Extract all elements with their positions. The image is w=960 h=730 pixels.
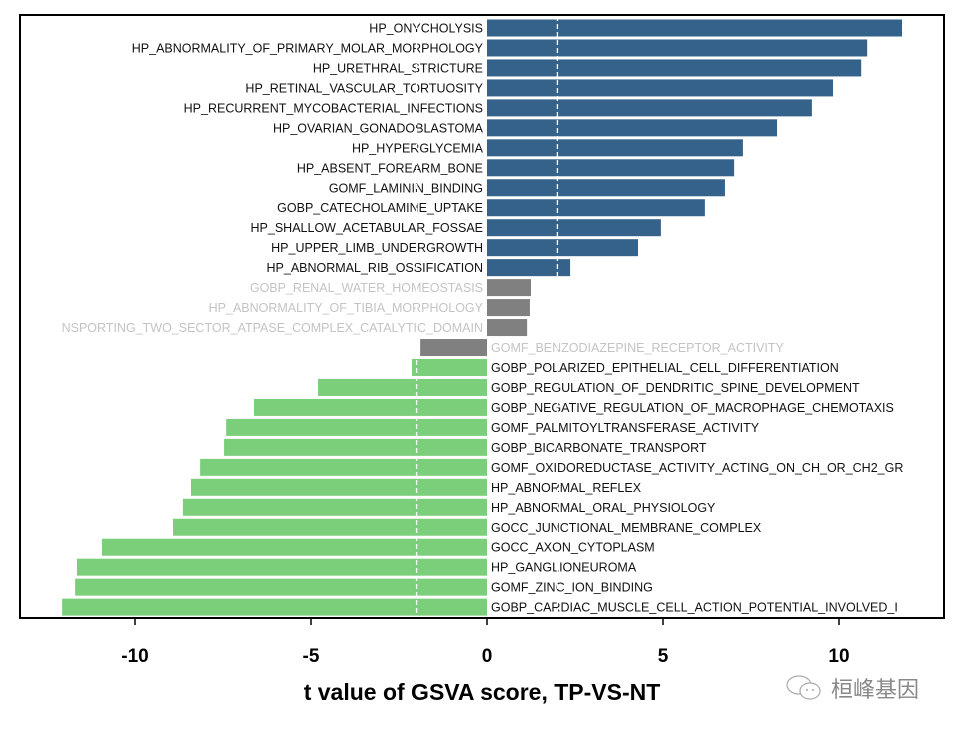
bar (173, 518, 488, 536)
bar-label: HP_UPPER_LIMB_UNDERGROWTH (271, 241, 483, 255)
bar-label: HP_ABSENT_FOREARM_BONE (297, 161, 483, 175)
bar-label: GOMF_PALMITOYLTRANSFERASE_ACTIVITY (491, 421, 760, 435)
bar-label: GOCC_AXON_CYTOPLASM (491, 541, 655, 555)
bar-label: GOBP_NEGATIVE_REGULATION_OF_MACROPHAGE_C… (491, 401, 894, 415)
bar-label: NSPORTING_TWO_SECTOR_ATPASE_COMPLEX_CATA… (62, 321, 483, 335)
bar (487, 79, 834, 97)
bar (487, 199, 705, 217)
bar (318, 378, 487, 396)
bar (101, 538, 488, 556)
bar-label: GOBP_CARDIAC_MUSCLE_CELL_ACTION_POTENTIA… (491, 601, 898, 615)
x-tick-label: 0 (482, 646, 493, 667)
bar (253, 398, 487, 416)
bar-label: HP_HYPERGLYCEMIA (352, 141, 484, 155)
x-tick-label: 5 (658, 646, 669, 667)
bar (76, 558, 488, 576)
bar (75, 578, 487, 596)
bar-label: GOBP_POLARIZED_EPITHELIAL_CELL_DIFFERENT… (491, 361, 839, 375)
bar (487, 319, 528, 337)
bar-label: HP_ABNORMALITY_OF_TIBIA_MORPHOLOGY (209, 301, 484, 315)
bar-label: HP_OVARIAN_GONADOBLASTOMA (273, 121, 484, 135)
bar-label: GOMF_BENZODIAZEPINE_RECEPTOR_ACTIVITY (491, 341, 785, 355)
x-tick-label: -5 (303, 646, 320, 667)
bar (487, 139, 743, 157)
watermark: 桓峰基因 (785, 672, 919, 704)
bar (487, 259, 571, 277)
bar-label: GOMF_ZINC_ION_BINDING (491, 581, 653, 595)
bar (487, 159, 735, 177)
bar-label: HP_GANGLIONEUROMA (491, 561, 637, 575)
bar (487, 279, 531, 297)
bar (224, 438, 487, 456)
bar-label: HP_ABNORMAL_RIB_OSSIFICATION (267, 261, 484, 275)
wechat-icon (786, 675, 821, 700)
bar (487, 219, 661, 237)
bar (412, 358, 487, 376)
bar (487, 59, 862, 77)
bar-label: GOBP_BICARBONATE_TRANSPORT (491, 441, 707, 455)
bar-label: GOBP_RENAL_WATER_HOMEOSTASIS (250, 281, 483, 295)
bar-label: HP_SHALLOW_ACETABULAR_FOSSAE (251, 221, 483, 235)
bar-label: GOMF_LAMININ_BINDING (329, 181, 483, 195)
plot-frame (19, 14, 945, 619)
bar (487, 179, 725, 197)
x-tick-label: -10 (121, 646, 148, 667)
x-axis-title: t value of GSVA score, TP-VS-NT (304, 679, 661, 705)
bar-label: HP_ONYCHOLYSIS (369, 22, 483, 36)
watermark-text: 桓峰基因 (831, 677, 920, 702)
bar-label: HP_ABNORMALITY_OF_PRIMARY_MOLAR_MORPHOLO… (132, 41, 484, 55)
bar (226, 418, 487, 436)
bar-label: GOBP_CATECHOLAMINE_UPTAKE (277, 201, 483, 215)
bar-label: HP_ABNORMAL_REFLEX (491, 481, 642, 495)
bar (487, 119, 778, 137)
bar-label: HP_RETINAL_VASCULAR_TORTUOSITY (245, 81, 483, 95)
bar-label: GOBP_REGULATION_OF_DENDRITIC_SPINE_DEVEL… (491, 381, 860, 395)
bar-label: HP_URETHRAL_STRICTURE (313, 61, 483, 75)
bar (487, 39, 868, 57)
bar (487, 19, 903, 37)
bar (182, 498, 487, 516)
bar-label: HP_ABNORMAL_ORAL_PHYSIOLOGY (491, 501, 716, 515)
bar (62, 598, 488, 616)
bar (487, 299, 530, 317)
bar (487, 99, 812, 117)
bar (487, 239, 639, 257)
bar-label: HP_RECURRENT_MYCOBACTERIAL_INFECTIONS (184, 101, 483, 115)
bar (200, 458, 487, 476)
x-tick-label: 10 (828, 646, 849, 667)
bar-label: GOMF_OXIDOREDUCTASE_ACTIVITY_ACTING_ON_C… (491, 461, 903, 475)
bar (420, 339, 487, 357)
bar-label: GOCC_JUNCTIONAL_MEMBRANE_COMPLEX (491, 521, 762, 535)
bar (190, 478, 487, 496)
